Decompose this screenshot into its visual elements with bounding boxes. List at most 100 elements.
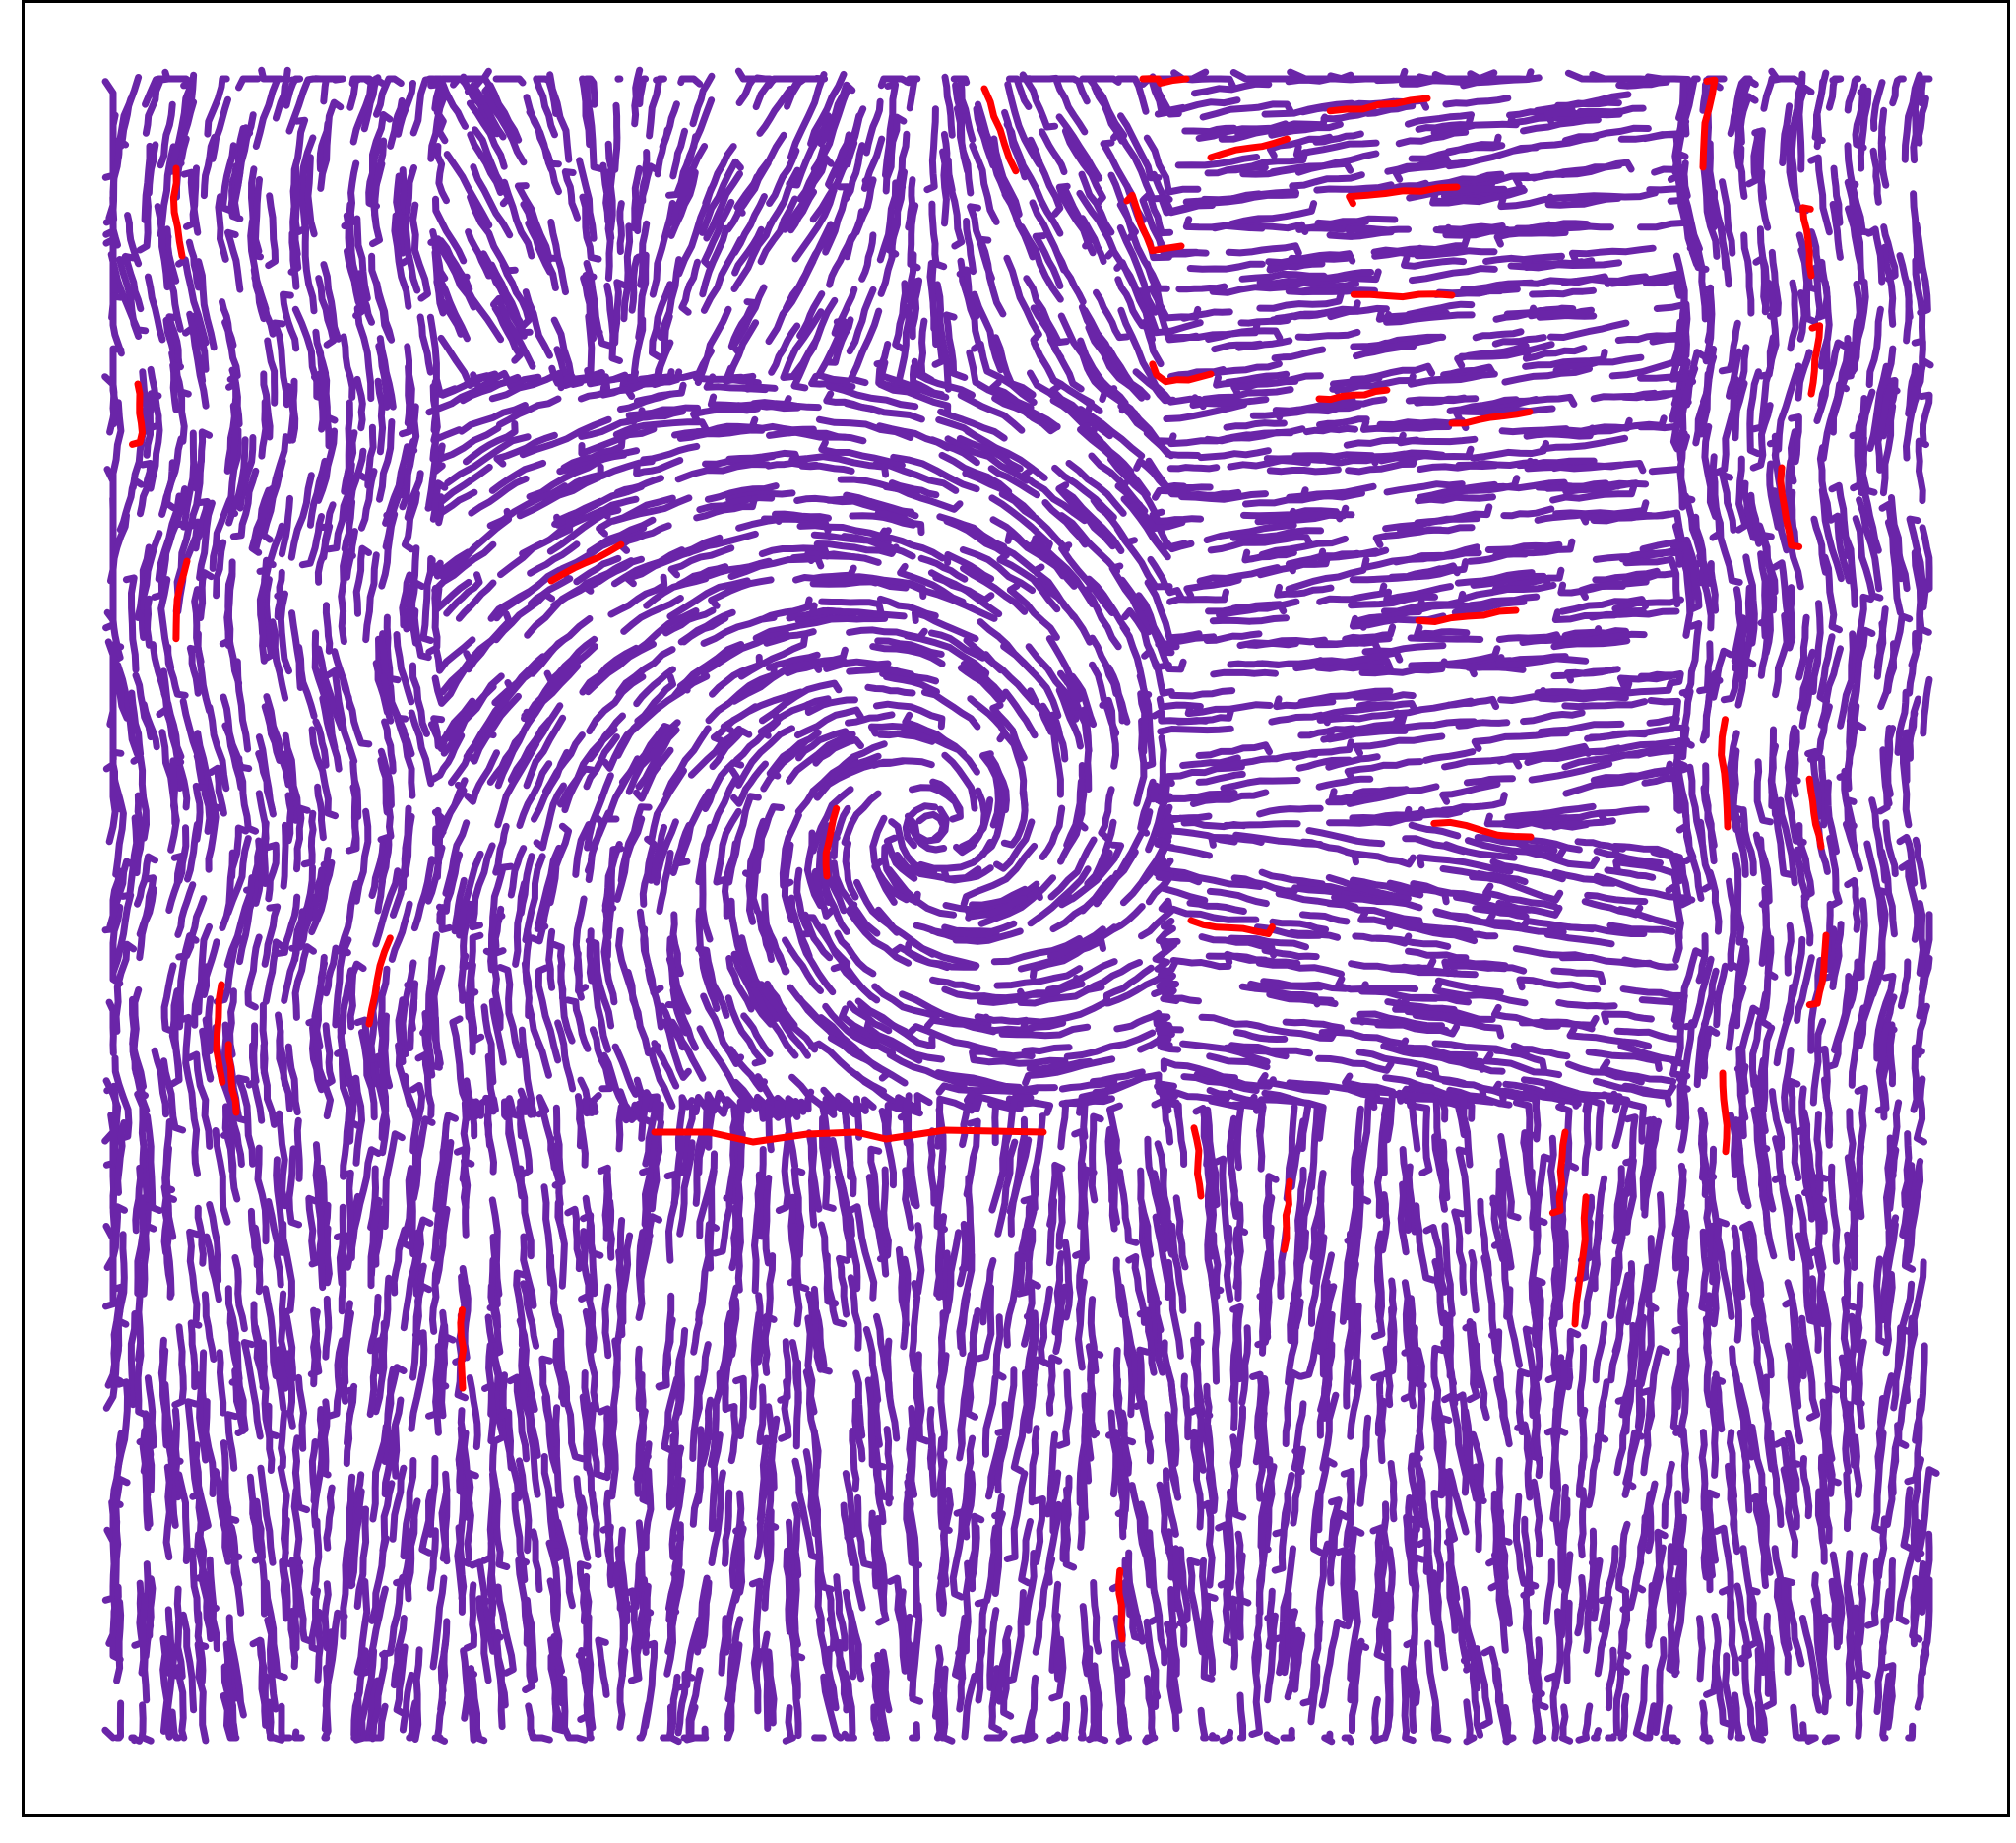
stroke-segment xyxy=(470,163,514,239)
stroke-segment xyxy=(526,457,603,500)
stroke-segment xyxy=(1466,550,1529,565)
stroke-segment xyxy=(1057,1095,1113,1151)
stroke-segment xyxy=(1808,1275,1822,1354)
stroke-segment xyxy=(1805,1246,1827,1328)
stroke-segment xyxy=(1732,1691,1746,1742)
stroke-segment xyxy=(1854,1084,1868,1168)
stroke-segment xyxy=(1599,1058,1677,1085)
stroke-segment xyxy=(578,1494,592,1561)
stroke-segment xyxy=(321,1628,335,1733)
stroke-segment xyxy=(975,1284,995,1363)
stroke-segment xyxy=(793,706,864,739)
stroke-segment xyxy=(1605,1646,1617,1712)
stroke-segment xyxy=(874,637,945,658)
stroke-segment xyxy=(507,845,528,899)
stroke-segment xyxy=(223,874,256,969)
stroke-segment xyxy=(522,853,546,944)
stroke-segment xyxy=(1032,232,1064,289)
stroke-segment xyxy=(695,1221,720,1324)
stroke-segment xyxy=(192,428,214,492)
stroke-segment xyxy=(888,479,940,499)
stroke-segment xyxy=(1052,75,1091,105)
stroke-segment xyxy=(459,373,522,405)
stroke-segment xyxy=(1700,161,1721,260)
stroke-segment xyxy=(455,1424,466,1495)
stroke-segment xyxy=(1085,324,1146,402)
stroke-segment xyxy=(786,112,832,189)
stroke-segment xyxy=(1903,386,1919,462)
stroke-segment xyxy=(1110,1639,1127,1743)
stroke-segment xyxy=(481,82,523,144)
stroke-segment xyxy=(276,1110,289,1210)
stroke-segment xyxy=(1415,1063,1468,1087)
stroke-segment xyxy=(106,858,138,930)
stroke-segment xyxy=(109,399,125,491)
stroke-segment xyxy=(437,1637,450,1713)
stroke-segment xyxy=(552,1404,565,1509)
stroke-segment xyxy=(1257,1096,1327,1142)
stroke-segment xyxy=(179,1611,198,1714)
stroke-segment xyxy=(1745,1252,1765,1331)
stroke-segment xyxy=(1666,1577,1680,1676)
stroke-segment xyxy=(1879,377,1899,440)
stroke-segment xyxy=(687,725,743,779)
stroke-segment xyxy=(1748,1424,1769,1527)
stroke-segment xyxy=(1051,1250,1065,1336)
stroke-segment xyxy=(1665,1543,1675,1616)
stroke-segment xyxy=(275,1346,287,1413)
stroke-segment xyxy=(322,944,346,997)
stroke-segment xyxy=(203,1233,222,1303)
stroke-segment xyxy=(1551,868,1617,887)
stroke-segment xyxy=(1740,479,1765,542)
stroke-segment xyxy=(278,1408,288,1470)
stroke-segment xyxy=(1842,820,1863,872)
stroke-segment xyxy=(877,75,913,90)
stroke-segment xyxy=(1856,496,1883,593)
stroke-segment xyxy=(944,551,995,583)
stroke-segment xyxy=(1268,711,1325,726)
stroke-segment xyxy=(1696,640,1714,695)
stroke-segment xyxy=(368,1052,390,1142)
stroke-segment xyxy=(988,379,1061,431)
stroke-segment xyxy=(1103,385,1175,445)
stroke-segment xyxy=(475,1595,492,1684)
stroke-segment xyxy=(488,997,507,1066)
stroke-segment xyxy=(300,809,317,868)
stroke-segment xyxy=(1741,1643,1766,1744)
highlight-stroke xyxy=(1281,1177,1293,1253)
stroke-segment xyxy=(138,1592,149,1677)
stroke-segment xyxy=(597,1164,611,1242)
stroke-segment xyxy=(1401,993,1472,1009)
highlight-stroke xyxy=(651,1126,1047,1146)
stroke-segment xyxy=(194,1204,207,1267)
stroke-segment xyxy=(1192,1105,1212,1169)
stroke-segment xyxy=(262,938,286,1005)
stroke-segment xyxy=(1754,1699,1764,1742)
stroke-segment xyxy=(225,436,249,527)
stroke-segment xyxy=(1837,630,1857,730)
stroke-segment xyxy=(461,1157,475,1239)
stroke-segment xyxy=(116,256,143,340)
stroke-segment xyxy=(1458,341,1555,360)
stroke-segment xyxy=(1495,742,1592,765)
stroke-segment xyxy=(1918,391,1933,444)
stroke-segment xyxy=(1154,1083,1177,1146)
stroke-segment xyxy=(637,1582,652,1656)
stroke-segment xyxy=(928,926,1000,939)
stroke-segment xyxy=(1615,1520,1631,1596)
stroke-segment xyxy=(1047,836,1098,901)
stroke-segment xyxy=(434,143,450,205)
stroke-segment xyxy=(367,111,394,200)
stroke-segment xyxy=(1795,1124,1821,1211)
stroke-segment xyxy=(748,981,799,1059)
stroke-segment xyxy=(1714,1217,1735,1320)
stroke-segment xyxy=(1612,1187,1629,1287)
stroke-segment xyxy=(1568,244,1657,265)
stroke-segment xyxy=(105,1583,122,1647)
stroke-segment xyxy=(350,1647,369,1739)
stroke-segment xyxy=(905,176,916,231)
stroke-segment xyxy=(1445,1560,1459,1634)
highlight-stroke xyxy=(1139,75,1190,87)
stroke-segment xyxy=(692,1133,705,1207)
stroke-segment xyxy=(876,527,946,562)
